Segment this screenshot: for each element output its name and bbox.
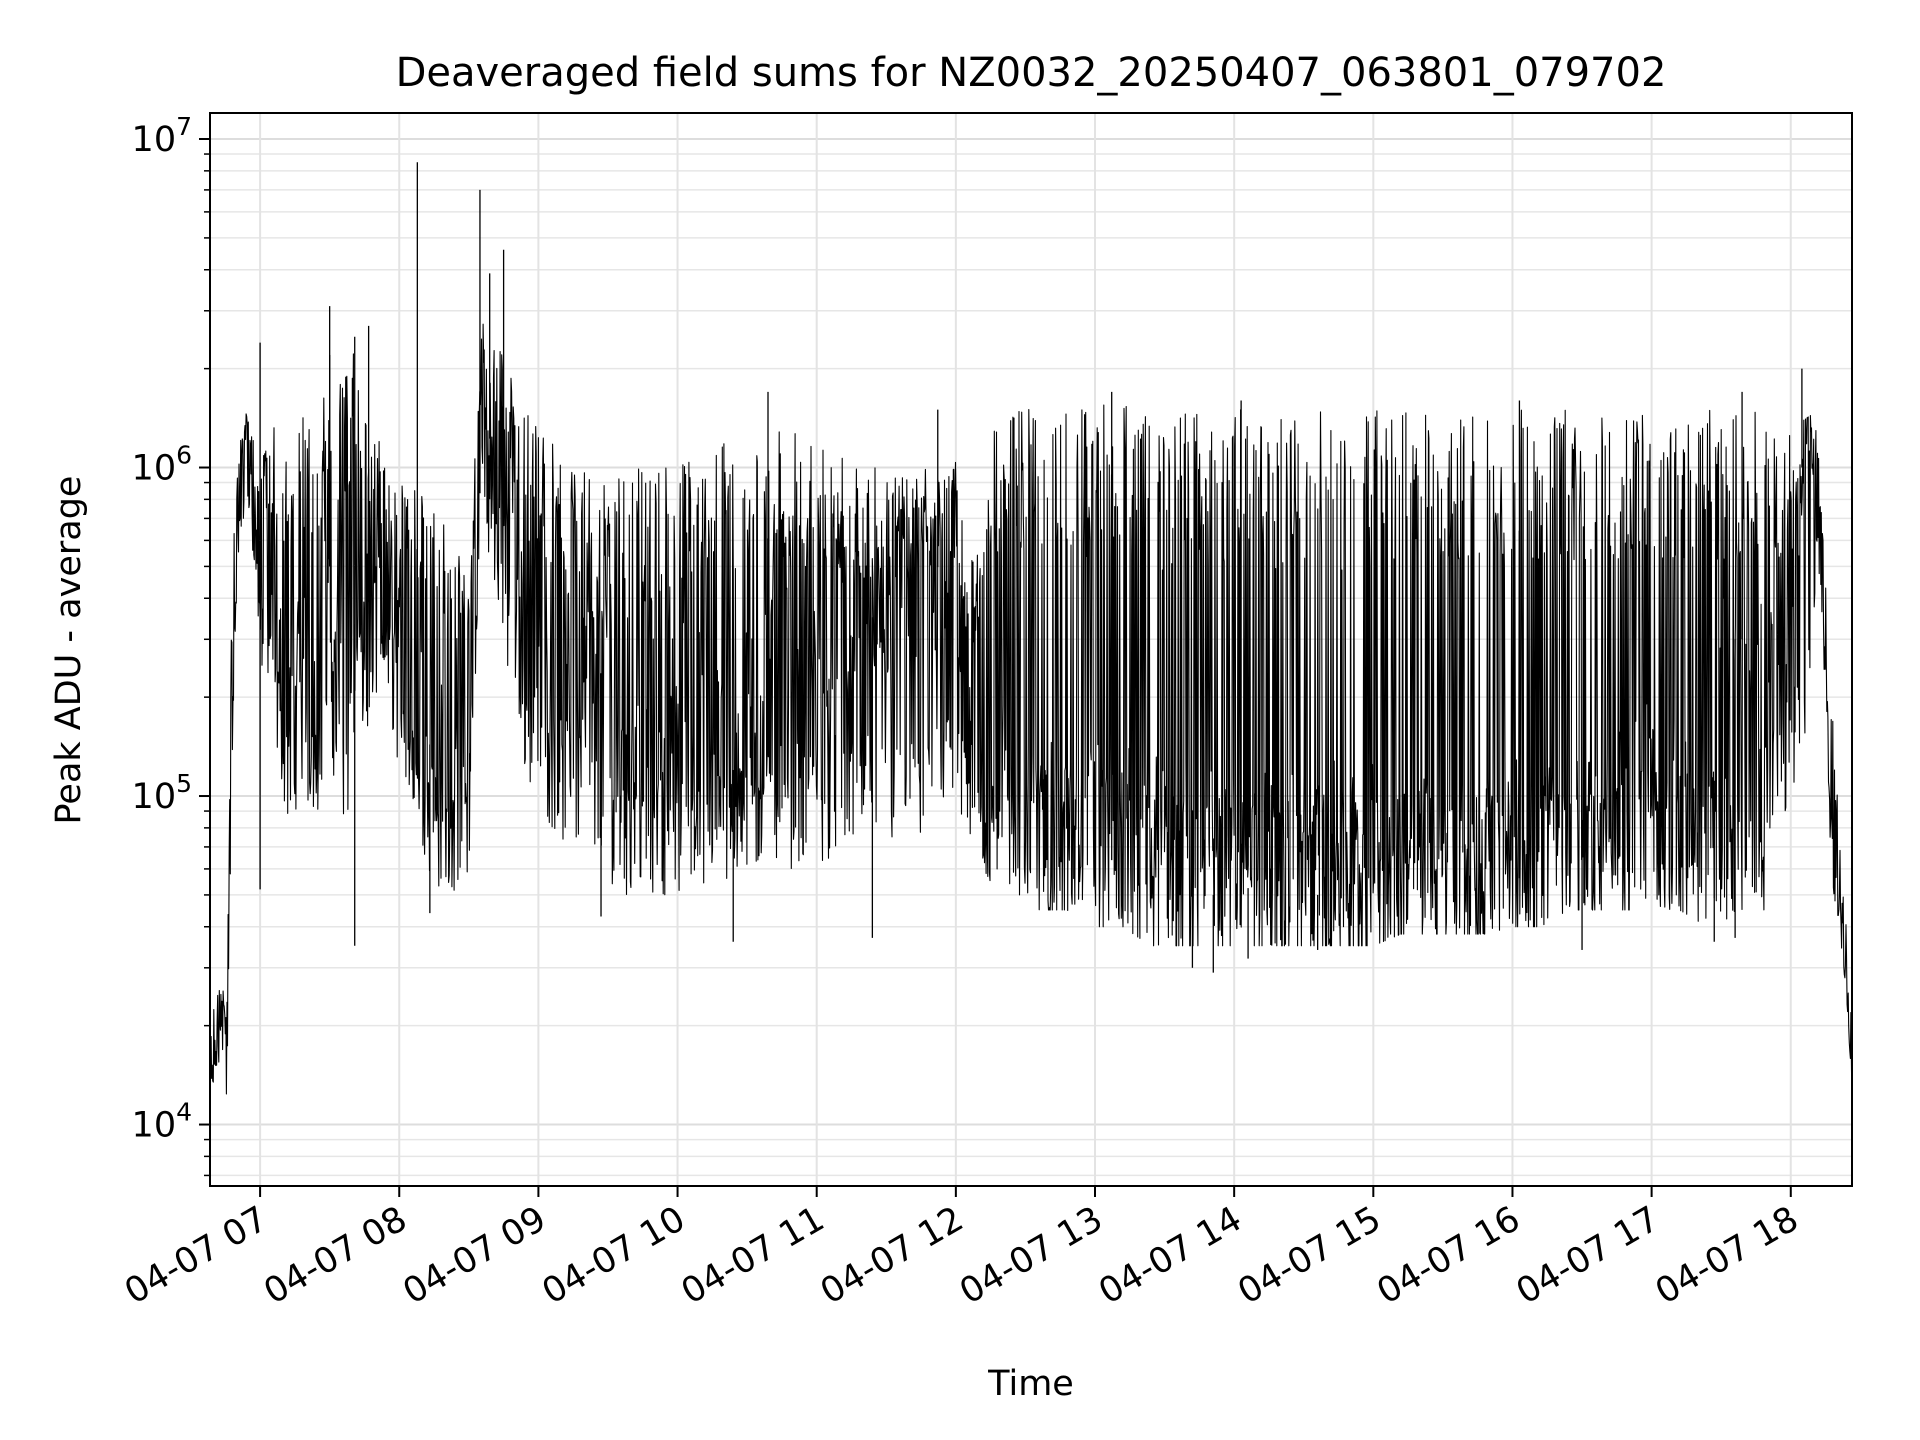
y-axis-label: Peak ADU - average	[49, 476, 89, 825]
y-tick-label: 105	[132, 769, 192, 817]
y-axis: 104 105 106 107	[132, 112, 210, 1177]
plot-frame	[209, 112, 1853, 1187]
chart-title: Deaveraged field sums for NZ0032_2025040…	[396, 50, 1667, 96]
plot-area	[209, 162, 1853, 1099]
x-axis-label: Time	[987, 1364, 1074, 1404]
series-line	[209, 323, 1853, 1099]
y-tick-label: 107	[132, 112, 192, 160]
y-tick-label: 106	[132, 441, 192, 489]
y-tick-label: 104	[132, 1098, 192, 1146]
